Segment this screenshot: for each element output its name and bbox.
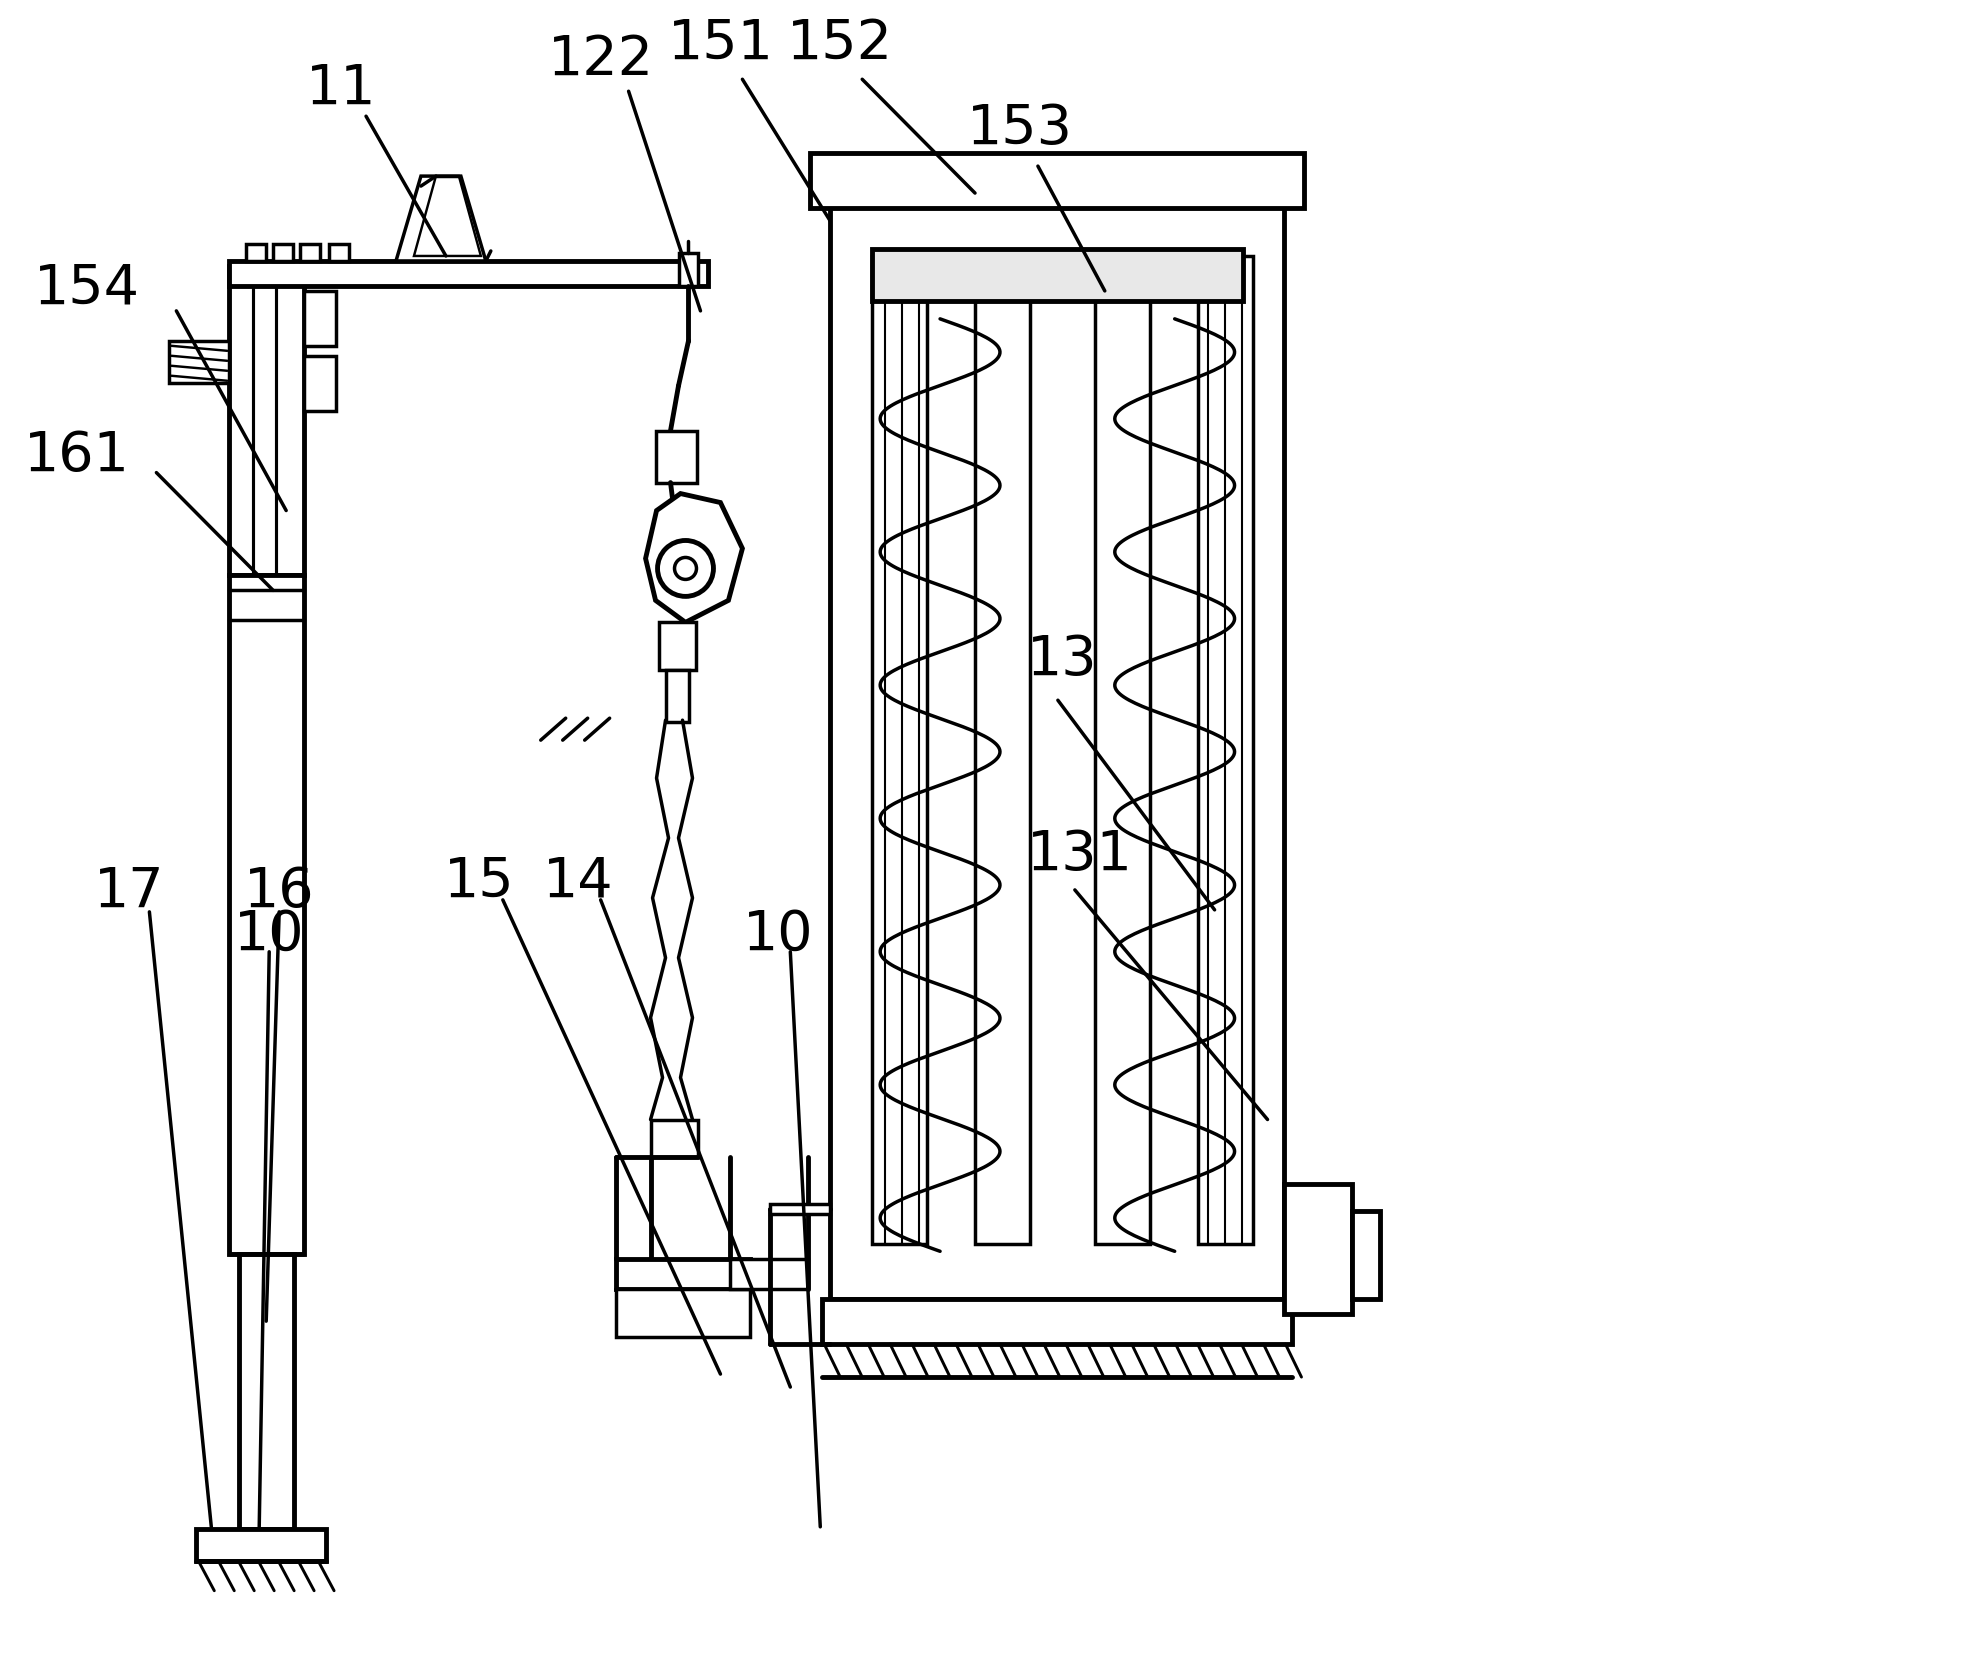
Bar bbox=[328, 243, 348, 261]
Bar bbox=[616, 1289, 749, 1337]
Text: 131: 131 bbox=[1027, 828, 1133, 882]
Bar bbox=[822, 1299, 1292, 1344]
Text: 154: 154 bbox=[33, 261, 140, 316]
Bar bbox=[871, 257, 926, 1245]
Bar bbox=[169, 341, 230, 382]
Text: 11: 11 bbox=[305, 63, 376, 116]
Text: 17: 17 bbox=[94, 866, 165, 919]
Bar bbox=[679, 253, 698, 286]
Text: 153: 153 bbox=[968, 103, 1072, 156]
Bar bbox=[659, 622, 696, 670]
Polygon shape bbox=[395, 175, 486, 261]
Bar bbox=[230, 576, 305, 1254]
Bar bbox=[197, 1529, 327, 1561]
Text: 14: 14 bbox=[543, 856, 614, 909]
Bar bbox=[616, 1259, 749, 1289]
Bar bbox=[246, 243, 266, 261]
Bar bbox=[1284, 1185, 1353, 1314]
Bar bbox=[240, 1254, 295, 1529]
Text: 13: 13 bbox=[1027, 634, 1098, 687]
Bar bbox=[230, 261, 708, 286]
Bar bbox=[1198, 257, 1253, 1245]
Bar bbox=[305, 291, 336, 346]
Text: 161: 161 bbox=[24, 429, 130, 483]
Bar bbox=[301, 243, 321, 261]
Bar bbox=[830, 200, 1284, 1299]
Bar bbox=[976, 257, 1031, 1245]
Bar bbox=[771, 1205, 830, 1215]
Text: 152: 152 bbox=[787, 17, 893, 70]
Bar bbox=[305, 356, 336, 410]
Text: 16: 16 bbox=[244, 866, 315, 919]
Text: 15: 15 bbox=[443, 856, 513, 909]
Polygon shape bbox=[413, 175, 480, 257]
Bar bbox=[230, 266, 305, 576]
Bar bbox=[651, 1119, 698, 1157]
Circle shape bbox=[657, 541, 714, 596]
Bar bbox=[665, 670, 690, 722]
Circle shape bbox=[675, 558, 696, 579]
Text: 151: 151 bbox=[667, 17, 773, 70]
Bar bbox=[1353, 1211, 1381, 1299]
Text: 10: 10 bbox=[234, 909, 305, 962]
Bar bbox=[730, 1259, 808, 1289]
Bar bbox=[810, 154, 1304, 209]
Bar bbox=[655, 430, 698, 483]
Text: 10: 10 bbox=[744, 909, 814, 962]
Text: 122: 122 bbox=[547, 33, 653, 86]
Bar bbox=[1096, 257, 1151, 1245]
Bar bbox=[273, 243, 293, 261]
Polygon shape bbox=[645, 493, 742, 622]
Bar bbox=[871, 248, 1243, 301]
